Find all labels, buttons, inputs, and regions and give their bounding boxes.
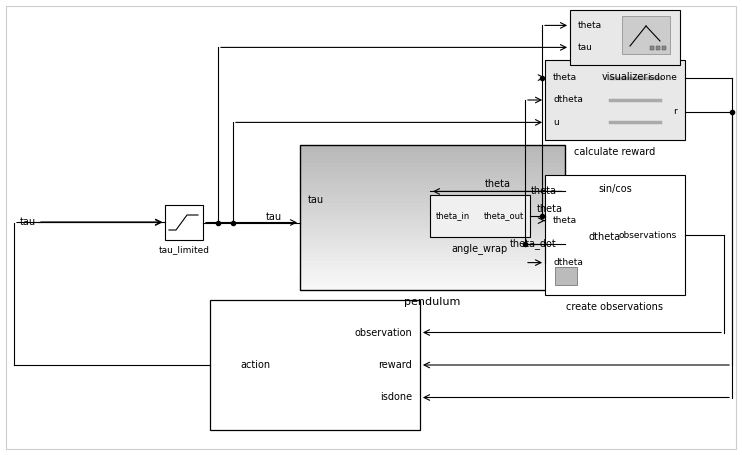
Text: theta_out: theta_out [484, 212, 524, 221]
Bar [300, 217, 565, 222]
Bar [300, 181, 565, 185]
Bar [430, 195, 530, 237]
Bar [650, 46, 654, 50]
Bar [545, 60, 685, 140]
Bar [300, 192, 565, 196]
Bar [300, 207, 565, 211]
Bar [300, 258, 565, 262]
Bar [300, 196, 565, 200]
Text: tau_limited: tau_limited [159, 246, 209, 254]
Bar [300, 268, 565, 273]
Bar [300, 225, 565, 229]
Text: tau: tau [578, 43, 593, 52]
Bar [570, 10, 680, 65]
Bar [300, 283, 565, 287]
Bar [545, 175, 685, 295]
Text: calculate reward: calculate reward [574, 147, 656, 157]
Text: theta: theta [553, 216, 577, 225]
Bar [555, 267, 577, 285]
Text: observations: observations [619, 231, 677, 239]
Text: isdone: isdone [380, 393, 412, 403]
Text: tau: tau [266, 212, 282, 222]
Text: tau: tau [20, 217, 36, 227]
Bar [300, 170, 565, 175]
Bar [300, 167, 565, 171]
Bar [300, 152, 565, 157]
Text: observation: observation [354, 328, 412, 338]
Bar [656, 46, 660, 50]
Text: angle_wrap: angle_wrap [452, 243, 508, 254]
Bar [300, 149, 565, 153]
Bar [300, 163, 565, 167]
Bar [300, 199, 565, 203]
Text: theta: theta [553, 73, 577, 82]
Bar [622, 16, 670, 54]
Text: dtheta: dtheta [589, 232, 621, 242]
Bar [300, 210, 565, 214]
Bar [300, 243, 565, 247]
Text: reward: reward [378, 360, 412, 370]
Bar [300, 232, 565, 236]
Text: pendulum: pendulum [404, 297, 461, 307]
Text: theta_dot: theta_dot [510, 238, 557, 249]
Bar [300, 177, 565, 182]
Text: tau: tau [308, 195, 324, 205]
Text: sin/cos: sin/cos [598, 184, 632, 194]
Bar [300, 160, 565, 164]
Bar [300, 250, 565, 254]
Bar [300, 261, 565, 265]
Bar [300, 254, 565, 258]
Bar [300, 247, 565, 251]
Bar [300, 236, 565, 240]
Text: dtheta: dtheta [553, 258, 583, 267]
Bar [300, 214, 565, 218]
Text: u: u [553, 118, 559, 127]
Bar [300, 221, 565, 225]
Text: action: action [240, 360, 270, 370]
Text: visualizer: visualizer [602, 72, 649, 82]
Bar [300, 286, 565, 290]
Bar [300, 174, 565, 178]
Bar [300, 228, 565, 233]
Bar [300, 239, 565, 243]
Text: theta: theta [485, 179, 510, 189]
Bar [165, 205, 203, 240]
Text: theta: theta [537, 204, 563, 214]
Bar [300, 185, 565, 189]
Text: dtheta: dtheta [553, 96, 583, 105]
Bar [662, 46, 666, 50]
Text: r: r [673, 107, 677, 116]
Bar [300, 145, 565, 149]
Bar [300, 275, 565, 280]
Text: isdone: isdone [647, 73, 677, 82]
Text: theta: theta [578, 21, 602, 30]
Bar [300, 272, 565, 276]
Bar [300, 188, 565, 192]
Bar [300, 145, 565, 290]
Bar [300, 265, 565, 269]
Text: theta: theta [531, 187, 557, 197]
Text: theta_in: theta_in [436, 212, 470, 221]
Bar [300, 203, 565, 207]
Bar [300, 279, 565, 283]
Bar [300, 156, 565, 160]
Bar [210, 300, 420, 430]
Text: create observations: create observations [566, 302, 663, 312]
